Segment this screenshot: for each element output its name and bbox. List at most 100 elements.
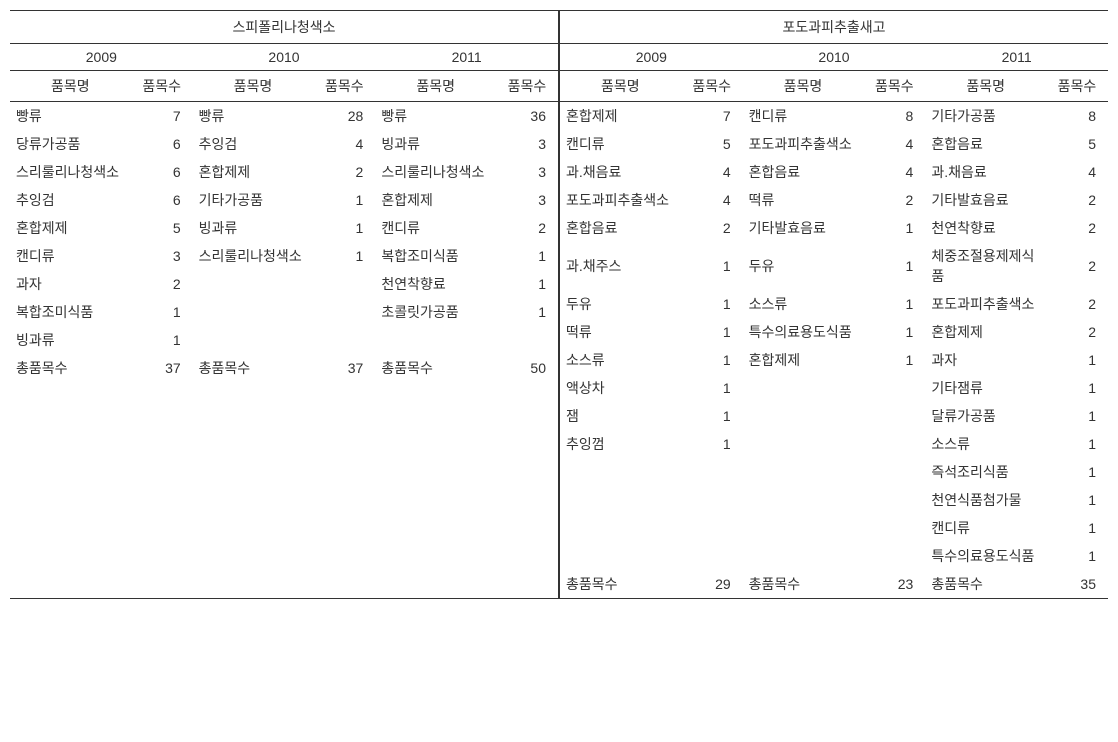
cell-num: 7	[131, 102, 193, 131]
cell-num	[313, 326, 375, 354]
cell-name	[193, 382, 314, 406]
cell-num	[681, 514, 743, 542]
cell-name	[10, 574, 131, 599]
cell-num	[863, 486, 925, 514]
cell-num	[863, 430, 925, 458]
cell-name	[743, 486, 864, 514]
cell-name: 총품목수	[193, 354, 314, 382]
cell-name: 총품목수	[10, 354, 131, 382]
cell-num: 2	[863, 186, 925, 214]
cell-num	[496, 526, 558, 550]
table-row: 포도과피추출색소4떡류2기타발효음료2	[560, 186, 1108, 214]
cell-num: 1	[496, 242, 558, 270]
cell-num: 1	[681, 290, 743, 318]
cell-num: 8	[863, 102, 925, 131]
cell-num: 6	[131, 158, 193, 186]
table-row: 특수의료용도식품1	[560, 542, 1108, 570]
cell-num: 1	[131, 298, 193, 326]
cell-name: 총품목수	[560, 570, 681, 599]
cell-num	[313, 574, 375, 599]
cell-num	[496, 430, 558, 454]
right-header-row: 품목명 품목수 품목명 품목수 품목명 품목수	[560, 71, 1108, 102]
table-row: 과자2천연착향료1	[10, 270, 558, 298]
cell-num: 1	[863, 214, 925, 242]
table-row: 소스류1혼합제제1과자1	[560, 346, 1108, 374]
cell-name: 기타발효음료	[743, 214, 864, 242]
cell-name: 특수의료용도식품	[743, 318, 864, 346]
table-row	[10, 406, 558, 430]
table-row: 과.채주스1두유1체중조절용제제식품2	[560, 242, 1108, 290]
cell-num: 23	[863, 570, 925, 599]
cell-name	[375, 526, 496, 550]
cell-name: 혼합제제	[925, 318, 1046, 346]
cell-num	[681, 542, 743, 570]
cell-num: 1	[313, 242, 375, 270]
left-table: 스피폴리나청색소 2009 2010 2011 품목명 품목수 품목명 품목수 …	[10, 10, 558, 599]
cell-num	[681, 458, 743, 486]
cell-num: 6	[131, 130, 193, 158]
cell-name: 과.채주스	[560, 242, 681, 290]
cell-name	[193, 270, 314, 298]
table-row: 즉석조리식품1	[560, 458, 1108, 486]
cell-name: 기타가공품	[193, 186, 314, 214]
table-row	[10, 550, 558, 574]
cell-num	[863, 542, 925, 570]
cell-num: 1	[863, 242, 925, 290]
cell-name: 포도과피추출색소	[925, 290, 1046, 318]
cell-num: 2	[496, 214, 558, 242]
cell-name: 포도과피추출색소	[560, 186, 681, 214]
cell-name: 체중조절용제제식품	[925, 242, 1046, 290]
left-year-row: 2009 2010 2011	[10, 44, 558, 71]
cell-name: 달류가공품	[925, 402, 1046, 430]
right-year-row: 2009 2010 2011	[560, 44, 1108, 71]
cell-name: 스리룰리나청색소	[375, 158, 496, 186]
cell-num: 1	[863, 346, 925, 374]
cell-name: 떡류	[743, 186, 864, 214]
cell-name: 혼합음료	[743, 158, 864, 186]
col-header: 품목수	[496, 71, 558, 102]
table-row: 추잉껌1소스류1	[560, 430, 1108, 458]
cell-num: 3	[496, 186, 558, 214]
table-row: 총품목수29총품목수23총품목수35	[560, 570, 1108, 599]
cell-name: 천연착향료	[375, 270, 496, 298]
cell-name: 기타발효음료	[925, 186, 1046, 214]
cell-name: 캔디류	[10, 242, 131, 270]
cell-num	[496, 454, 558, 478]
cell-num: 1	[681, 430, 743, 458]
cell-name	[560, 486, 681, 514]
cell-name	[193, 326, 314, 354]
cell-num	[313, 550, 375, 574]
cell-name: 떡류	[560, 318, 681, 346]
cell-num	[313, 298, 375, 326]
cell-num	[496, 326, 558, 354]
cell-num: 1	[1046, 430, 1108, 458]
table-row: 추잉검6기타가공품1혼합제제3	[10, 186, 558, 214]
col-header: 품목명	[743, 71, 864, 102]
cell-num: 1	[1046, 402, 1108, 430]
table-row: 혼합음료2기타발효음료1천연착향료2	[560, 214, 1108, 242]
cell-name: 빵류	[10, 102, 131, 131]
cell-num: 2	[1046, 290, 1108, 318]
cell-name	[10, 406, 131, 430]
cell-name: 빙과류	[193, 214, 314, 242]
cell-name	[375, 550, 496, 574]
cell-name: 빵류	[375, 102, 496, 131]
cell-name	[743, 374, 864, 402]
cell-name: 총품목수	[743, 570, 864, 599]
cell-name	[743, 458, 864, 486]
cell-name	[10, 502, 131, 526]
cell-name	[743, 402, 864, 430]
cell-name	[10, 478, 131, 502]
right-title: 포도과피추출새고	[560, 11, 1108, 44]
cell-num: 5	[131, 214, 193, 242]
cell-name: 포도과피추출색소	[743, 130, 864, 158]
table-row: 캔디류5포도과피추출색소4혼합음료5	[560, 130, 1108, 158]
table-row: 빵류7빵류28빵류36	[10, 102, 558, 131]
table-row	[10, 430, 558, 454]
cell-name: 천연착향료	[925, 214, 1046, 242]
col-header: 품목명	[560, 71, 681, 102]
cell-name: 혼합제제	[560, 102, 681, 131]
cell-name: 혼합제제	[743, 346, 864, 374]
cell-num: 4	[681, 186, 743, 214]
cell-num: 4	[863, 158, 925, 186]
